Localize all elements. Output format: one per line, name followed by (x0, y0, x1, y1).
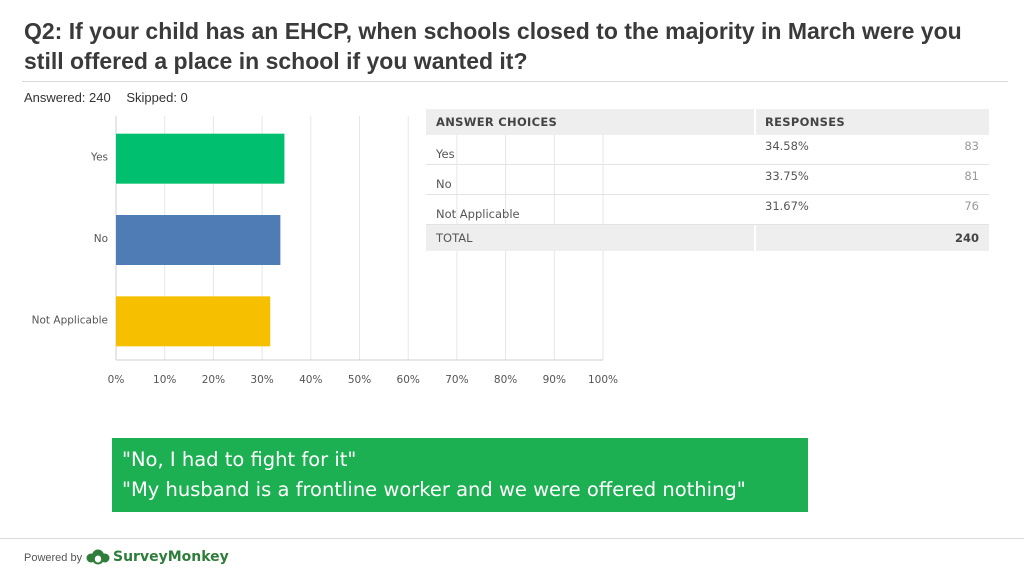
answered-count: Answered: 240 (24, 90, 111, 105)
table-header-row: ANSWER CHOICES RESPONSES (426, 109, 989, 135)
category-label: Yes (90, 152, 108, 164)
title-divider (22, 81, 1008, 82)
bar (116, 133, 285, 184)
category-label: No (94, 233, 108, 245)
x-tick-label: 0% (108, 374, 125, 386)
surveymonkey-logo-icon (86, 549, 110, 565)
total-count: 240 (954, 231, 979, 245)
row-choice: Not Applicable (436, 207, 520, 221)
brand-name: SurveyMonkey (113, 549, 229, 565)
powered-by-label: Powered by (24, 552, 83, 564)
total-label: TOTAL (436, 231, 473, 245)
x-tick-label: 50% (348, 374, 371, 386)
skipped-count: Skipped: 0 (126, 90, 188, 105)
x-tick-label: 60% (397, 374, 420, 386)
row-percent: 34.58% (765, 139, 809, 153)
row-count: 81 (964, 169, 979, 183)
table-row: Yes 34.58% 83 (426, 135, 989, 165)
quote-line: "No, I had to fight for it" (122, 448, 357, 471)
row-count: 83 (964, 139, 979, 153)
x-tick-label: 80% (494, 374, 517, 386)
x-tick-label: 40% (299, 374, 322, 386)
x-tick-label: 30% (250, 374, 273, 386)
header-answer-choices: ANSWER CHOICES (436, 115, 558, 129)
surveymonkey-logo: SurveyMonkey (86, 546, 229, 568)
table-total-row: TOTAL 240 (426, 225, 989, 251)
bar (116, 215, 281, 265)
row-count: 76 (964, 199, 979, 213)
x-tick-label: 20% (202, 374, 225, 386)
header-responses: RESPONSES (765, 115, 845, 129)
responses-table: ANSWER CHOICES RESPONSES Yes 34.58% 83 N… (426, 109, 989, 251)
bar (116, 296, 271, 347)
x-tick-label: 90% (543, 374, 566, 386)
x-tick-label: 100% (588, 374, 618, 386)
question-title: Q2: If your child has an EHCP, when scho… (24, 18, 962, 74)
row-choice: No (436, 177, 452, 191)
x-tick-label: 70% (445, 374, 468, 386)
row-percent: 31.67% (765, 199, 809, 213)
category-label: Not Applicable (32, 314, 108, 326)
response-stats: Answered: 240 Skipped: 0 (24, 90, 200, 105)
row-choice: Yes (436, 147, 455, 161)
footer-divider (0, 538, 1024, 539)
table-row: Not Applicable 31.67% 76 (426, 195, 989, 225)
table-row: No 33.75% 81 (426, 165, 989, 195)
quote-line: "My husband is a frontline worker and we… (122, 478, 746, 501)
row-percent: 33.75% (765, 169, 809, 183)
x-tick-label: 10% (153, 374, 176, 386)
quote-box: "No, I had to fight for it" "My husband … (112, 438, 808, 512)
